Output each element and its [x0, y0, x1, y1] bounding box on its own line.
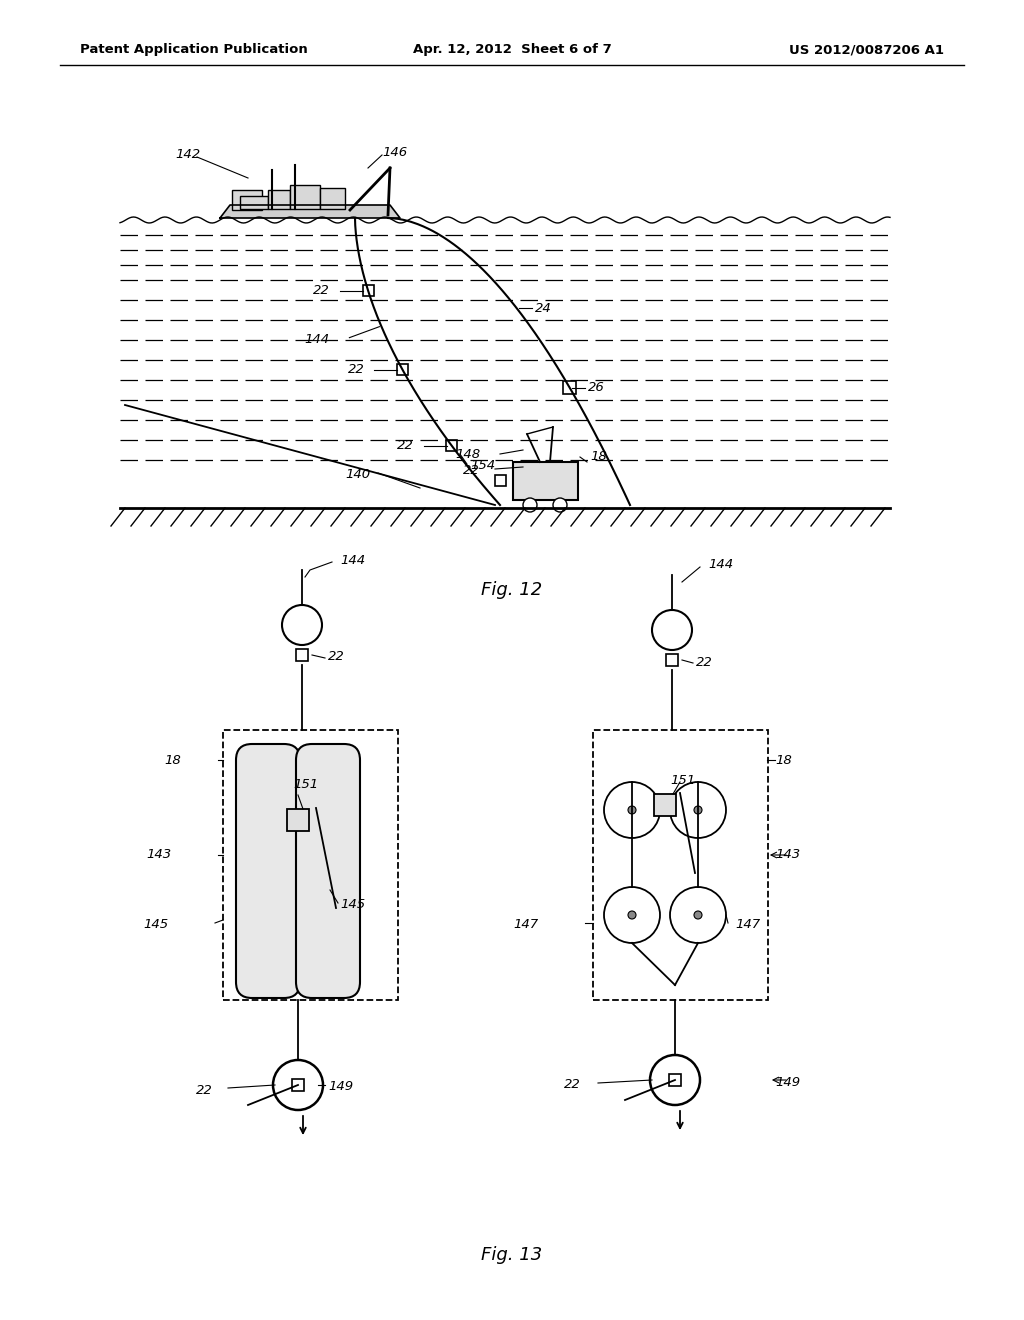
Bar — [666, 653, 678, 667]
Text: 22: 22 — [313, 284, 330, 297]
Text: 22: 22 — [397, 440, 414, 453]
Text: 140: 140 — [345, 469, 370, 482]
Text: Patent Application Publication: Patent Application Publication — [80, 44, 308, 57]
Circle shape — [652, 610, 692, 649]
Text: 149: 149 — [775, 1076, 800, 1089]
Text: 26: 26 — [588, 381, 604, 395]
FancyBboxPatch shape — [236, 744, 300, 998]
Text: Fig. 12: Fig. 12 — [481, 581, 543, 599]
Bar — [593, 730, 768, 1001]
Text: 144: 144 — [304, 333, 330, 346]
Text: 146: 146 — [382, 145, 408, 158]
Bar — [287, 809, 309, 832]
FancyBboxPatch shape — [296, 744, 360, 998]
Bar — [268, 190, 290, 209]
Text: 22: 22 — [463, 463, 480, 477]
Circle shape — [628, 807, 636, 814]
Circle shape — [604, 781, 660, 838]
Text: 151: 151 — [670, 774, 695, 787]
Text: 22: 22 — [197, 1084, 213, 1097]
Circle shape — [282, 605, 322, 645]
Text: 147: 147 — [513, 919, 538, 932]
Text: 143: 143 — [775, 849, 800, 862]
Circle shape — [670, 781, 726, 838]
Text: 18: 18 — [775, 754, 792, 767]
Bar — [290, 185, 319, 209]
Bar — [669, 1074, 681, 1086]
Circle shape — [604, 887, 660, 942]
Bar — [513, 462, 578, 500]
Bar — [240, 195, 268, 209]
Text: 148: 148 — [455, 447, 480, 461]
Text: 22: 22 — [328, 651, 345, 664]
Bar — [654, 795, 676, 816]
Bar — [362, 285, 374, 296]
Bar — [296, 649, 308, 661]
Bar — [223, 730, 398, 1001]
Text: US 2012/0087206 A1: US 2012/0087206 A1 — [790, 44, 944, 57]
Text: Apr. 12, 2012  Sheet 6 of 7: Apr. 12, 2012 Sheet 6 of 7 — [413, 44, 611, 57]
Bar — [397, 364, 408, 375]
Circle shape — [694, 911, 702, 919]
Text: 18: 18 — [164, 754, 181, 767]
Text: 145: 145 — [340, 899, 366, 912]
Text: 22: 22 — [696, 656, 713, 668]
Text: Fig. 13: Fig. 13 — [481, 1246, 543, 1265]
Text: 22: 22 — [564, 1078, 581, 1092]
Text: 22: 22 — [348, 363, 365, 376]
Circle shape — [523, 498, 537, 512]
Text: 24: 24 — [535, 302, 552, 315]
Text: 154: 154 — [470, 459, 495, 473]
Text: 151: 151 — [293, 779, 318, 792]
Circle shape — [628, 911, 636, 919]
Bar — [495, 474, 506, 486]
Circle shape — [650, 1055, 700, 1105]
Bar — [563, 381, 577, 395]
Text: 18: 18 — [590, 450, 607, 463]
Text: 144: 144 — [340, 553, 366, 566]
Circle shape — [670, 887, 726, 942]
Circle shape — [553, 498, 567, 512]
Text: 144: 144 — [708, 558, 733, 572]
Bar — [232, 190, 262, 210]
Text: 142: 142 — [175, 149, 200, 161]
Circle shape — [694, 807, 702, 814]
Bar — [319, 187, 345, 209]
Polygon shape — [220, 205, 400, 218]
Bar — [446, 441, 458, 451]
Bar — [292, 1078, 304, 1092]
Circle shape — [273, 1060, 323, 1110]
Text: 147: 147 — [735, 919, 760, 932]
Text: 149: 149 — [328, 1081, 353, 1093]
Text: 145: 145 — [143, 919, 168, 932]
Text: 143: 143 — [145, 849, 171, 862]
